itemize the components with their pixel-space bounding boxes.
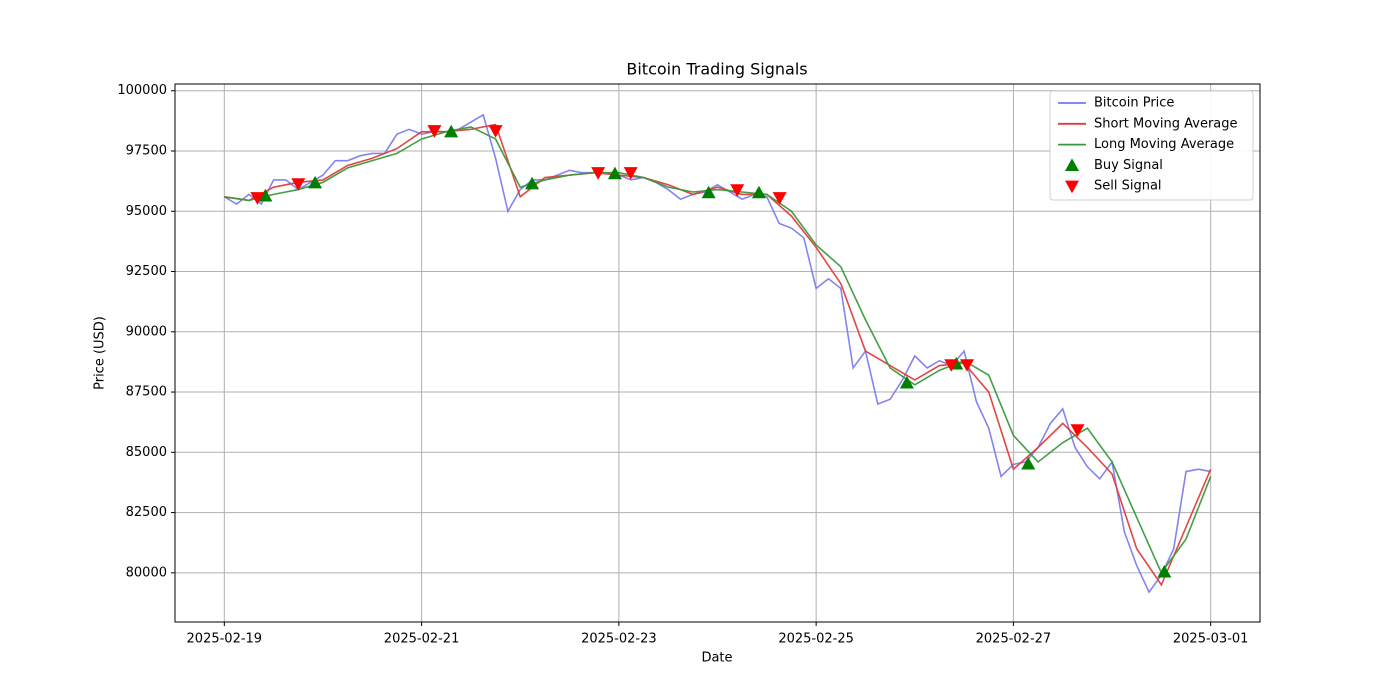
legend-swatch	[1065, 180, 1079, 194]
signal-marker	[960, 359, 975, 372]
signal-marker	[308, 175, 323, 189]
legend-label: Short Moving Average	[1094, 116, 1238, 131]
chart-title: Bitcoin Trading Signals	[626, 60, 807, 79]
x-axis-label: Date	[701, 651, 732, 666]
y-tick-label: 92500	[126, 264, 167, 279]
x-tick-label: 2025-02-19	[187, 632, 263, 647]
y-tick-label: 80000	[126, 565, 167, 580]
price-line	[223, 113, 1211, 594]
plot-frame	[174, 83, 1261, 623]
y-axis-label: Price (USD)	[93, 316, 108, 390]
y-tick-label: 95000	[126, 204, 167, 219]
legend-swatch	[1065, 158, 1079, 171]
signal-marker	[730, 184, 745, 197]
x-tick-label: 2025-03-01	[1173, 632, 1249, 647]
signal-marker	[444, 124, 459, 138]
signal-marker	[488, 125, 503, 138]
signal-marker	[291, 178, 306, 191]
signal-marker	[772, 192, 787, 205]
signal-marker	[258, 188, 273, 202]
signal-marker	[250, 192, 265, 205]
x-tick-label: 2025-02-27	[976, 632, 1052, 647]
signal-marker	[1021, 456, 1036, 470]
legend-label: Sell Signal	[1094, 179, 1162, 194]
signal-marker	[1070, 424, 1085, 437]
signal-marker	[591, 167, 606, 180]
y-tick-label: 97500	[126, 144, 167, 159]
signal-marker	[899, 375, 914, 389]
y-tick-label: 100000	[117, 83, 167, 98]
y-tick-label: 82500	[126, 505, 167, 520]
signal-marker	[944, 359, 959, 372]
y-tick-label: 87500	[126, 385, 167, 400]
legend-label: Buy Signal	[1094, 158, 1163, 173]
signal-marker	[525, 176, 540, 190]
x-tick-label: 2025-02-21	[384, 632, 460, 647]
signal-marker	[751, 185, 766, 199]
legend-label: Bitcoin Price	[1094, 96, 1174, 111]
legend-label: Long Moving Average	[1094, 137, 1234, 152]
price-line	[224, 126, 1212, 575]
signal-marker	[701, 185, 716, 199]
legend-box	[1049, 90, 1254, 201]
signal-marker	[623, 167, 638, 180]
signal-marker	[427, 125, 442, 138]
x-tick-label: 2025-02-25	[778, 632, 854, 647]
y-tick-label: 85000	[126, 445, 167, 460]
y-tick-label: 90000	[126, 324, 167, 339]
signal-marker	[1157, 564, 1172, 578]
x-tick-label: 2025-02-23	[581, 632, 657, 647]
signal-marker	[607, 166, 622, 180]
price-line	[224, 123, 1212, 587]
